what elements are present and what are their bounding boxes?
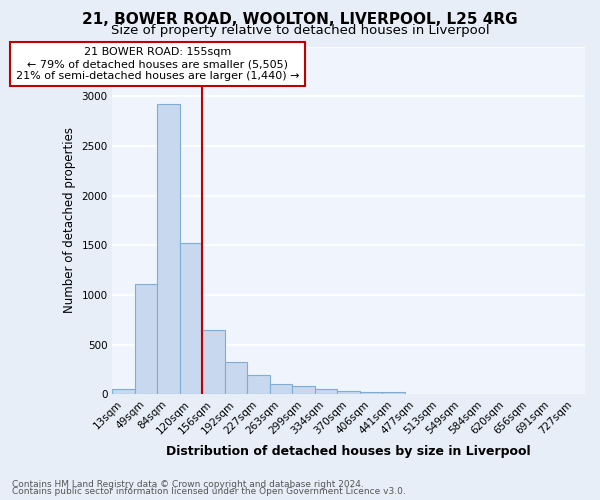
Text: 21, BOWER ROAD, WOOLTON, LIVERPOOL, L25 4RG: 21, BOWER ROAD, WOOLTON, LIVERPOOL, L25 … <box>82 12 518 28</box>
Bar <box>247 374 270 394</box>
Bar <box>180 244 202 394</box>
X-axis label: Distribution of detached houses by size in Liverpool: Distribution of detached houses by size … <box>166 444 531 458</box>
Text: Contains public sector information licensed under the Open Government Licence v3: Contains public sector information licen… <box>12 487 406 496</box>
Bar <box>270 384 292 394</box>
Bar <box>315 389 337 394</box>
Text: Size of property relative to detached houses in Liverpool: Size of property relative to detached ho… <box>110 24 490 37</box>
Bar <box>157 104 180 395</box>
Bar <box>292 386 315 394</box>
Bar <box>360 392 382 394</box>
Bar <box>337 391 360 394</box>
Text: 21 BOWER ROAD: 155sqm
← 79% of detached houses are smaller (5,505)
21% of semi-d: 21 BOWER ROAD: 155sqm ← 79% of detached … <box>16 48 299 80</box>
Text: Contains HM Land Registry data © Crown copyright and database right 2024.: Contains HM Land Registry data © Crown c… <box>12 480 364 489</box>
Bar <box>135 284 157 395</box>
Bar <box>382 392 405 394</box>
Bar <box>225 362 247 394</box>
Bar <box>112 389 135 394</box>
Y-axis label: Number of detached properties: Number of detached properties <box>63 128 76 314</box>
Bar <box>202 330 225 394</box>
